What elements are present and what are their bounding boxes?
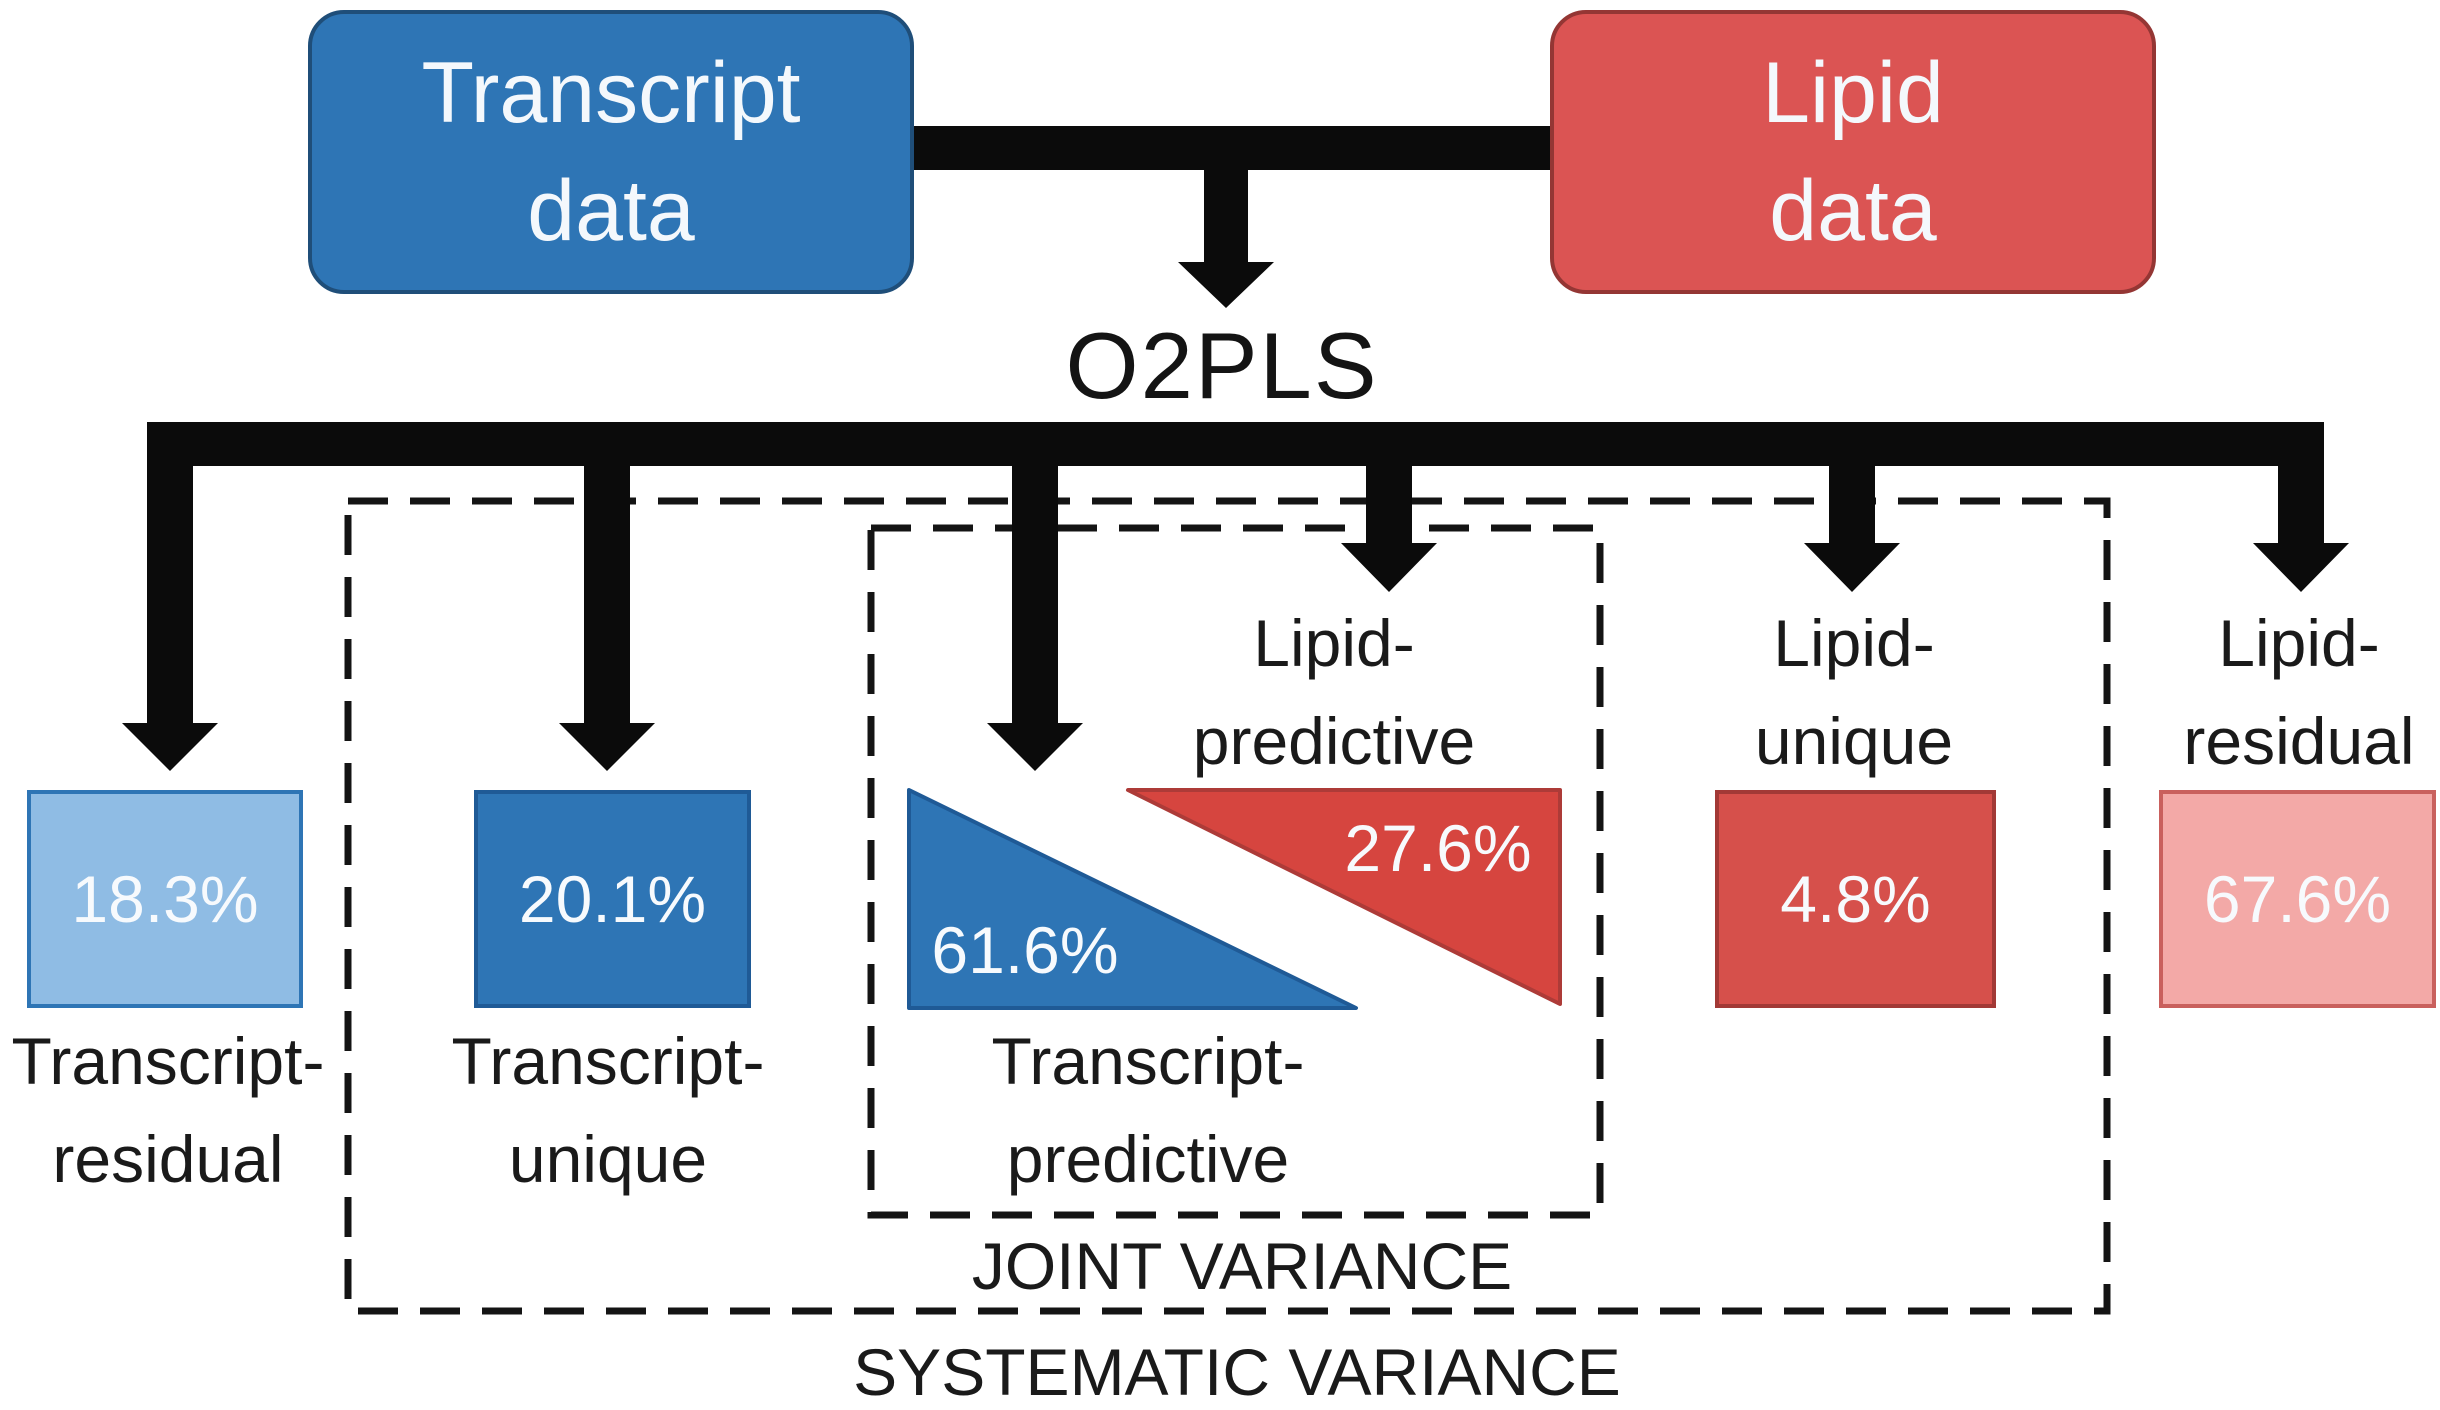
lipid-unique-label-line2: unique: [1754, 704, 1954, 778]
lipid-predictive-value: 27.6%: [1344, 811, 1532, 885]
lipid-predictive-triangle: [1126, 788, 1562, 1006]
lipid-data-label-line2: data: [1769, 163, 1937, 259]
transcript-unique-box: 20.1%: [474, 790, 751, 1008]
transcript-data-label-line1: Transcript: [421, 45, 801, 141]
lipid-data-label-line1: Lipid: [1762, 45, 1944, 141]
transcript-predictive-label-line1: Transcript-: [991, 1024, 1305, 1098]
transcript-predictive-triangle: [907, 788, 1358, 1010]
transcript-predictive-label: Transcript- predictive: [868, 1012, 1428, 1208]
lipid-residual-value: 67.6%: [2203, 862, 2392, 936]
lipid-data-node: Lipid data: [1550, 10, 2156, 294]
lipid-predictive-label-line2: predictive: [1192, 704, 1476, 778]
lipid-residual-box: 67.6%: [2159, 790, 2436, 1008]
transcript-data-node: Transcript data: [308, 10, 914, 294]
transcript-residual-label: Transcript- residual: [0, 1012, 448, 1208]
lipid-unique-box: 4.8%: [1715, 790, 1996, 1008]
transcript-residual-value: 18.3%: [71, 862, 259, 936]
arrow-down-icon-transcript-residual: [122, 466, 218, 771]
lipid-residual-label-line1: Lipid-: [2218, 606, 2380, 680]
lipid-residual-label-line2: residual: [2183, 704, 2415, 778]
transcript-unique-label: Transcript- unique: [328, 1012, 888, 1208]
lipid-unique-label: Lipid- unique: [1574, 594, 2134, 790]
transcript-residual-label-line1: Transcript-: [11, 1024, 325, 1098]
arrow-down-icon-transcript-unique: [559, 466, 655, 771]
lipid-unique-label-line1: Lipid-: [1773, 606, 1935, 680]
lipid-predictive-label-line1: Lipid-: [1253, 606, 1415, 680]
transcript-predictive-label-line2: predictive: [1006, 1122, 1290, 1196]
transcript-unique-label-line1: Transcript-: [451, 1024, 765, 1098]
systematic-variance-outline: [344, 497, 2111, 1315]
o2pls-arrow-down-icon: [1178, 170, 1274, 308]
arrow-down-icon-transcript-predictive: [987, 466, 1083, 771]
transcript-residual-label-line2: residual: [52, 1122, 284, 1196]
arrow-down-icon-lipid-residual: [2253, 466, 2349, 592]
arrow-down-icon-lipid-unique: [1804, 466, 1900, 592]
lipid-predictive-label: Lipid- predictive: [1054, 594, 1614, 790]
joint-variance-outline: [867, 524, 1604, 1219]
systematic-variance-caption: SYSTEMATIC VARIANCE: [853, 1335, 1621, 1409]
o2pls-method-label: O2PLS: [1065, 313, 1379, 418]
transcript-residual-box: 18.3%: [27, 790, 303, 1008]
lipid-unique-value: 4.8%: [1780, 862, 1931, 936]
distribution-bar: [147, 422, 2324, 466]
lipid-residual-label: Lipid- residual: [2019, 594, 2440, 790]
transcript-unique-label-line2: unique: [508, 1122, 708, 1196]
source-connector-bar: [914, 126, 1550, 170]
joint-variance-caption: JOINT VARIANCE: [971, 1229, 1513, 1303]
transcript-predictive-value: 61.6%: [931, 913, 1119, 987]
arrow-down-icon-lipid-predictive: [1341, 466, 1437, 592]
transcript-data-label-line2: data: [527, 163, 695, 259]
transcript-unique-value: 20.1%: [518, 862, 707, 936]
